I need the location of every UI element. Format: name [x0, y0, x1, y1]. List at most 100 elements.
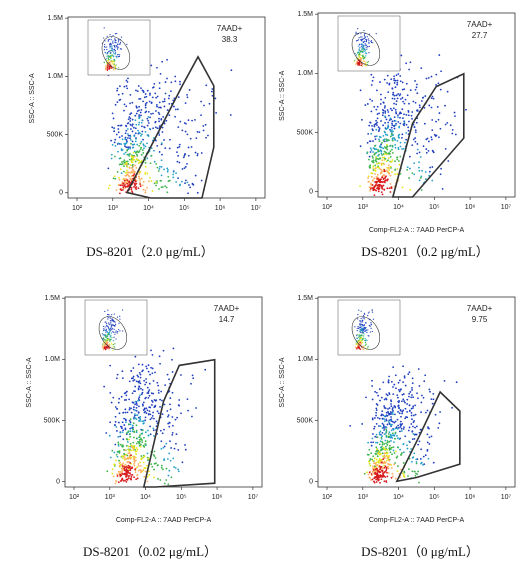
- x-tick-label: 10²: [322, 494, 333, 501]
- gate: [142, 358, 216, 488]
- density-dot: [128, 116, 131, 118]
- density-dot: [143, 96, 146, 99]
- density-dot: [110, 401, 113, 404]
- density-dot: [359, 51, 361, 53]
- density-dot: [378, 476, 381, 479]
- density-dot: [411, 377, 414, 380]
- density-dot: [363, 49, 365, 51]
- density-dot: [368, 462, 371, 465]
- density-dot: [106, 57, 108, 59]
- density-dot: [355, 31, 357, 33]
- density-dot: [390, 126, 393, 129]
- density-dot: [366, 103, 369, 105]
- density-dot: [135, 447, 138, 449]
- density-dot: [367, 312, 369, 314]
- density-dot: [444, 147, 447, 150]
- density-dot: [374, 135, 376, 138]
- density-dot: [382, 147, 385, 150]
- density-dot: [365, 46, 367, 48]
- density-dot: [106, 342, 109, 344]
- density-dot: [374, 390, 377, 393]
- density-dot: [123, 159, 126, 162]
- density-dot: [397, 116, 399, 119]
- density-dot: [409, 167, 411, 170]
- density-dot: [376, 441, 379, 444]
- density-dot: [142, 138, 144, 141]
- density-dot: [105, 69, 107, 71]
- density-dot: [177, 177, 179, 180]
- density-dot: [359, 337, 361, 339]
- density-dot: [364, 52, 366, 54]
- density-dot: [135, 106, 138, 109]
- density-dot: [423, 380, 426, 383]
- density-dot: [356, 61, 359, 63]
- density-dot: [111, 126, 114, 129]
- density-dot: [139, 179, 142, 181]
- density-dot: [435, 120, 437, 123]
- density-dot: [371, 385, 374, 387]
- density-dot: [110, 325, 112, 327]
- density-dot: [373, 194, 376, 197]
- density-dot: [365, 343, 367, 345]
- density-dot: [135, 442, 138, 445]
- density-dot: [200, 100, 203, 103]
- density-dot: [119, 157, 122, 160]
- density-dot: [141, 391, 144, 394]
- density-dot: [398, 390, 401, 393]
- density-dot: [397, 465, 399, 467]
- density-dot: [385, 397, 387, 400]
- density-dot: [183, 167, 186, 170]
- density-dot: [361, 423, 364, 425]
- density-dot: [412, 433, 415, 435]
- density-dot: [375, 481, 378, 483]
- density-dot: [367, 314, 369, 317]
- density-dot: [215, 112, 218, 114]
- density-dot: [389, 155, 392, 158]
- density-dot: [397, 437, 399, 440]
- density-dot: [385, 411, 388, 414]
- density-dot: [146, 386, 149, 389]
- density-dot: [126, 461, 129, 463]
- density-dot: [149, 176, 151, 179]
- density-dot: [196, 154, 199, 157]
- density-dot: [397, 424, 399, 427]
- density-dot: [397, 410, 399, 413]
- density-dot: [357, 57, 360, 60]
- density-dot: [126, 122, 129, 125]
- density-dot: [105, 322, 108, 324]
- density-dot: [139, 185, 142, 188]
- density-dot: [168, 94, 171, 97]
- density-dot: [115, 480, 118, 483]
- density-dot: [383, 457, 386, 460]
- density-dot: [370, 84, 373, 86]
- density-dot: [105, 348, 107, 350]
- density-dot: [392, 449, 395, 452]
- density-dot: [417, 470, 420, 473]
- density-dot: [385, 118, 388, 121]
- density-dot: [418, 440, 421, 443]
- density-dot: [412, 396, 415, 399]
- density-dot: [116, 408, 119, 410]
- density-dot: [370, 110, 373, 113]
- density-dot: [417, 397, 419, 400]
- density-dot: [416, 152, 419, 155]
- density-dot: [381, 427, 384, 429]
- density-dot: [125, 85, 128, 87]
- density-dot: [119, 470, 122, 473]
- density-dot: [150, 154, 153, 157]
- density-dot: [359, 324, 361, 326]
- inset-gate: [98, 316, 128, 350]
- density-dot: [372, 42, 374, 44]
- density-dot: [176, 160, 179, 163]
- x-tick-label: 10²: [72, 205, 83, 212]
- density-dot: [166, 191, 169, 194]
- density-dot: [376, 117, 379, 120]
- density-dot: [122, 186, 125, 189]
- density-dot: [118, 412, 121, 415]
- density-dot: [162, 116, 165, 118]
- density-dot: [395, 103, 398, 106]
- density-dot: [367, 63, 369, 65]
- density-dot: [167, 97, 170, 100]
- density-dot: [355, 343, 357, 346]
- density-dot: [418, 385, 421, 387]
